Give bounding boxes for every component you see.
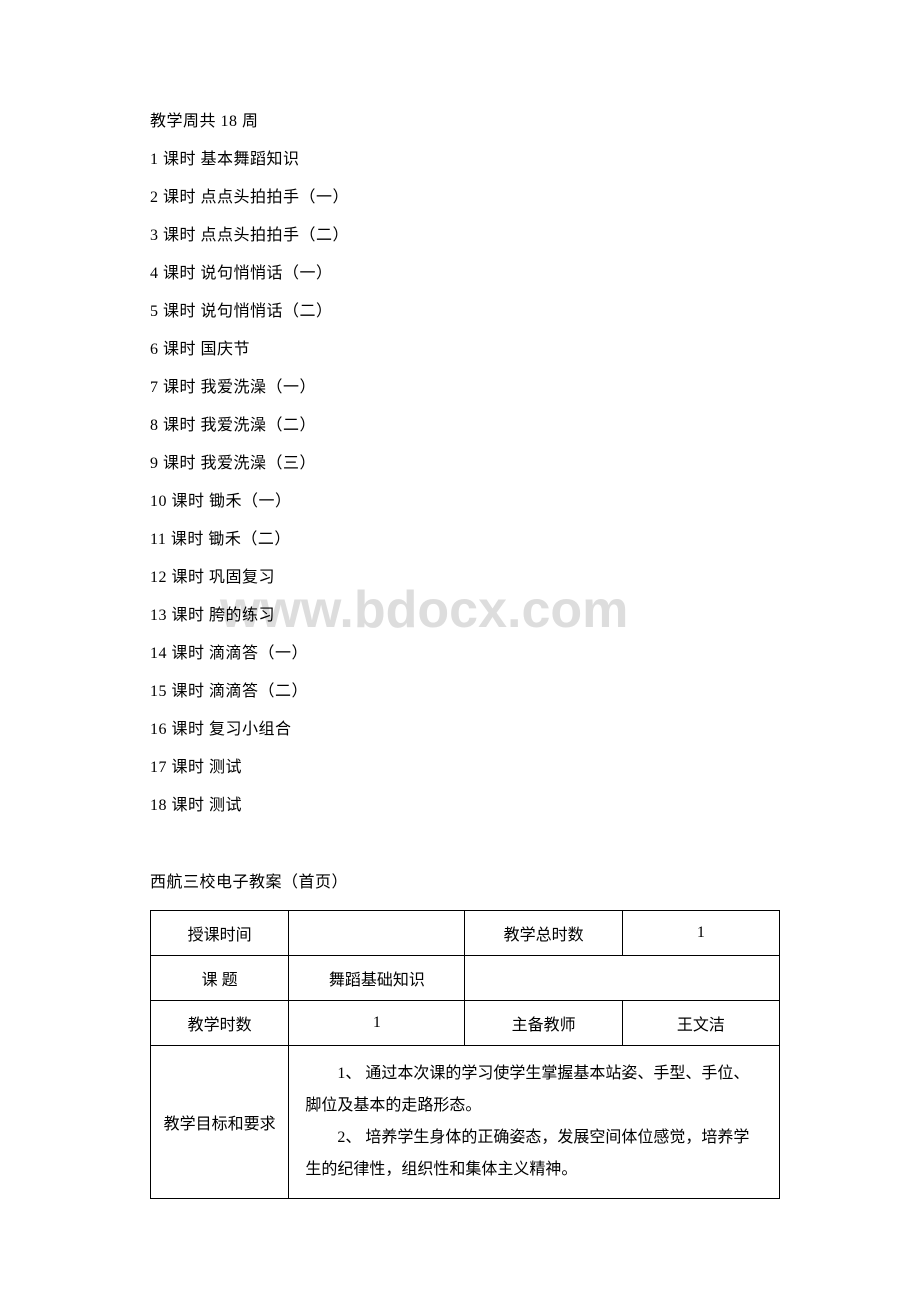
objectives-label: 教学目标和要求 xyxy=(151,1046,289,1199)
objectives-content: 1、 通过本次课的学习使学生掌握基本站姿、手型、手位、脚位及基本的走路形态。 2… xyxy=(289,1046,780,1199)
objective-para-1: 1、 通过本次课的学习使学生掌握基本站姿、手型、手位、脚位及基本的走路形态。 xyxy=(305,1058,763,1122)
table-row: 授课时间 教学总时数 1 xyxy=(151,911,780,956)
schedule-item: 3 课时 点点头拍拍手（二） xyxy=(150,224,780,248)
table-section-title: 西航三校电子教案（首页） xyxy=(150,868,780,892)
empty-cell xyxy=(465,956,780,1001)
schedule-item: 17 课时 测试 xyxy=(150,756,780,780)
teaching-time-label: 授课时间 xyxy=(151,911,289,956)
schedule-item: 14 课时 滴滴答（一） xyxy=(150,642,780,666)
main-teacher-value: 王文洁 xyxy=(622,1001,779,1046)
table-row: 课 题 舞蹈基础知识 xyxy=(151,956,780,1001)
schedule-item: 9 课时 我爱洗澡（三） xyxy=(150,452,780,476)
main-teacher-label: 主备教师 xyxy=(465,1001,622,1046)
schedule-header: 教学周共 18 周 xyxy=(150,110,780,134)
schedule-item: 8 课时 我爱洗澡（二） xyxy=(150,414,780,438)
schedule-item: 10 课时 锄禾（一） xyxy=(150,490,780,514)
topic-label: 课 题 xyxy=(151,956,289,1001)
schedule-item: 15 课时 滴滴答（二） xyxy=(150,680,780,704)
schedule-item: 12 课时 巩固复习 xyxy=(150,566,780,590)
schedule-item: 11 课时 锄禾（二） xyxy=(150,528,780,552)
schedule-item: 1 课时 基本舞蹈知识 xyxy=(150,148,780,172)
schedule-item: 13 课时 胯的练习 xyxy=(150,604,780,628)
schedule-item: 16 课时 复习小组合 xyxy=(150,718,780,742)
class-hours-value: 1 xyxy=(289,1001,465,1046)
total-hours-label: 教学总时数 xyxy=(465,911,622,956)
schedule-item: 2 课时 点点头拍拍手（一） xyxy=(150,186,780,210)
schedule-list: 教学周共 18 周 1 课时 基本舞蹈知识 2 课时 点点头拍拍手（一） 3 课… xyxy=(150,110,780,818)
schedule-item: 5 课时 说句悄悄话（二） xyxy=(150,300,780,324)
schedule-item: 18 课时 测试 xyxy=(150,794,780,818)
lesson-plan-table: 授课时间 教学总时数 1 课 题 舞蹈基础知识 教学时数 1 主备教师 王文洁 … xyxy=(150,910,780,1199)
objective-para-2: 2、 培养学生身体的正确姿态，发展空间体位感觉，培养学生的纪律性，组织性和集体主… xyxy=(305,1122,763,1186)
teaching-time-value xyxy=(289,911,465,956)
table-row: 教学时数 1 主备教师 王文洁 xyxy=(151,1001,780,1046)
schedule-item: 4 课时 说句悄悄话（一） xyxy=(150,262,780,286)
class-hours-label: 教学时数 xyxy=(151,1001,289,1046)
topic-value: 舞蹈基础知识 xyxy=(289,956,465,1001)
schedule-item: 6 课时 国庆节 xyxy=(150,338,780,362)
schedule-item: 7 课时 我爱洗澡（一） xyxy=(150,376,780,400)
total-hours-value: 1 xyxy=(622,911,779,956)
table-row: 教学目标和要求 1、 通过本次课的学习使学生掌握基本站姿、手型、手位、脚位及基本… xyxy=(151,1046,780,1199)
